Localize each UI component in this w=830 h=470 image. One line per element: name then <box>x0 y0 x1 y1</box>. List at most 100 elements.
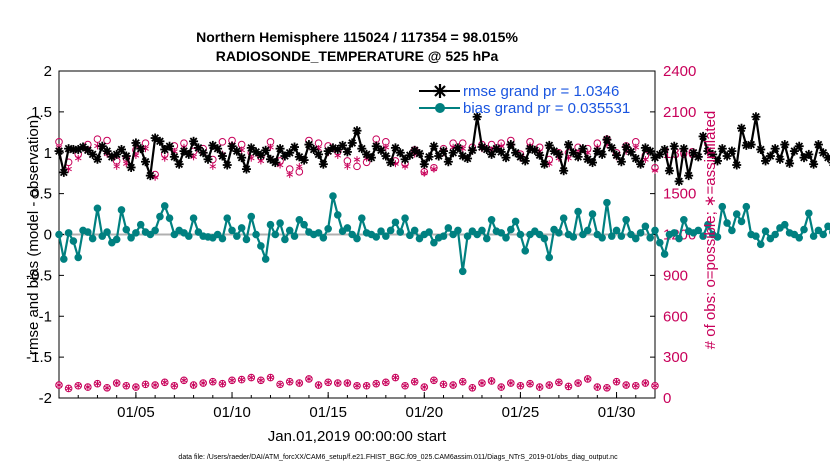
bias-point <box>646 233 654 242</box>
bias-point <box>391 218 400 227</box>
left-axis: -2 -1.5 -1 -0.5 0 0.5 1 1.5 2 <box>26 63 64 407</box>
obs-count-assimilated-point <box>401 382 409 390</box>
rmse-point <box>309 144 319 154</box>
rmse-point <box>756 144 766 154</box>
bias-point <box>372 233 381 241</box>
rmse-point <box>241 164 251 174</box>
rmse-point <box>703 146 713 156</box>
bias-point <box>324 224 332 233</box>
rmse-point <box>357 144 367 154</box>
bias-point <box>223 214 232 222</box>
obs-count-assimilated-point <box>603 384 611 392</box>
bias-point <box>237 224 246 232</box>
bias-point <box>454 226 462 235</box>
rmse-point <box>549 146 559 156</box>
bias-point <box>112 235 121 244</box>
rmse-point <box>809 159 819 169</box>
x-tick-label: 01/25 <box>502 404 540 421</box>
obs-count-assimilated-point <box>392 374 399 382</box>
bias-point <box>612 226 621 235</box>
bias-point <box>617 232 626 240</box>
x-tick-label: 01/30 <box>598 404 636 421</box>
bias-point <box>415 234 424 243</box>
rmse-point <box>381 151 391 161</box>
obs-count-assimilated-point <box>517 382 524 390</box>
bias-point <box>382 232 390 240</box>
rmse-point <box>708 149 718 159</box>
obs-count-assimilated-point <box>632 382 640 390</box>
rmse-point <box>179 146 189 156</box>
rmse-point <box>511 148 521 158</box>
bias-point <box>213 230 222 239</box>
rmse-point <box>684 171 694 181</box>
x-axis: 01/05 01/10 01/15 01/20 01/25 01/30 <box>58 392 656 421</box>
obs-count-assimilated-point <box>171 382 178 390</box>
rmse-point <box>554 149 564 159</box>
bias-point <box>84 228 92 236</box>
bias-point <box>545 253 554 262</box>
obs-count-assimilated-point <box>363 382 370 390</box>
obs-assimilated-point <box>344 162 351 170</box>
rmse-point <box>208 140 218 150</box>
bias-point <box>252 230 260 239</box>
bias-point <box>805 209 813 218</box>
rmse-point <box>270 158 280 168</box>
bias-point <box>343 224 352 232</box>
rmse-point <box>506 140 516 150</box>
obs-count-assimilated-point <box>344 379 351 387</box>
bias-point <box>257 242 265 250</box>
rmse-point <box>198 148 208 158</box>
bias-point <box>271 230 280 239</box>
obs-count-assimilated-point <box>132 383 140 391</box>
x-tick-label: 01/05 <box>117 404 155 421</box>
rmse-point <box>765 151 775 161</box>
bias-point <box>189 214 198 222</box>
bias-point <box>766 234 775 243</box>
rmse-point <box>439 146 449 156</box>
bias-point <box>603 198 611 207</box>
rmse-point <box>717 144 727 154</box>
rmse-point <box>592 146 602 156</box>
bias-point <box>651 226 659 235</box>
bias-point <box>184 232 193 240</box>
bias-point <box>266 220 275 229</box>
rmse-point <box>290 142 300 152</box>
obs-assimilated-point <box>421 169 428 177</box>
obs-assimilated-point <box>651 166 659 174</box>
obs-assimilated-point <box>161 154 169 162</box>
rmse-point <box>453 143 463 153</box>
rmse-point <box>770 144 780 154</box>
bias-point <box>800 225 808 234</box>
rmse-point <box>559 166 569 176</box>
obs-count-assimilated-point <box>459 378 467 386</box>
bias-point <box>88 234 97 243</box>
rmse-point <box>169 152 179 162</box>
bias-point <box>449 230 457 239</box>
bias-point <box>329 192 337 200</box>
bias-point <box>117 206 126 214</box>
right-tick-label: 600 <box>663 308 688 325</box>
bias-point <box>752 232 760 240</box>
left-tick-label: -0.5 <box>26 267 52 284</box>
legend: rmse grand pr = 1.0346 bias grand pr = 0… <box>419 83 630 117</box>
bias-point <box>809 232 818 240</box>
bias-point <box>675 234 683 243</box>
bias-point <box>377 227 385 236</box>
bias-point <box>406 231 414 240</box>
rmse-point <box>429 141 439 151</box>
bias-point <box>290 232 299 240</box>
obs-count-assimilated-point <box>545 381 553 389</box>
rmse-point <box>602 135 612 145</box>
obs-possible-point <box>353 162 361 171</box>
rmse-point <box>155 136 165 146</box>
obs-count-assimilated-point <box>286 378 293 386</box>
obs-assimilated-point <box>286 171 293 179</box>
bias-point <box>718 202 727 211</box>
bias-point <box>656 238 664 247</box>
rmse-point <box>520 156 530 166</box>
bias-point <box>780 220 789 229</box>
bias-point <box>55 230 63 239</box>
obs-count-assimilated-point <box>55 381 63 389</box>
bias-point <box>569 233 578 241</box>
bias-point <box>819 230 828 239</box>
